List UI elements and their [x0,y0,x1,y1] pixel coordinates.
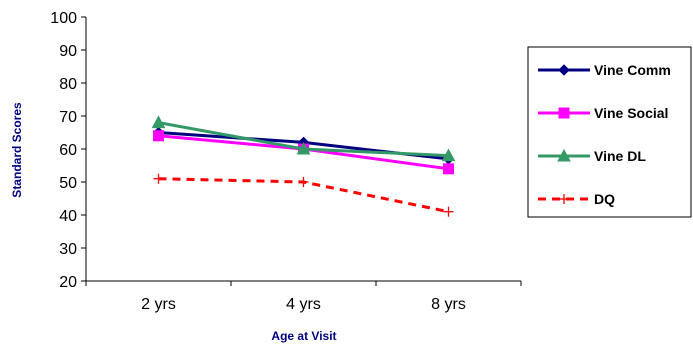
data-point [443,163,454,175]
legend: Vine Comm Vine Social Vine DL DQ [527,46,692,218]
y-tick-label: 90 [59,43,77,60]
series-vine-dl [151,115,456,162]
x-tick-label: 4 yrs [286,296,321,313]
data-point [441,148,456,162]
y-tick-label: 70 [59,109,77,126]
y-tick-label: 50 [59,175,77,192]
y-tick-label: 20 [59,274,77,291]
series-dq [153,173,454,217]
legend-marker [559,194,569,204]
data-point [296,141,311,155]
legend-label: Vine Social [594,105,668,121]
legend-marker [557,148,571,162]
axes: 20 30 40 50 60 70 80 90 100 2 yrs 4 yrs 8 yrs [50,10,522,313]
legend-item: Vine Social [538,105,668,121]
y-tick-label: 100 [50,10,77,27]
y-tick-label: 60 [59,142,77,159]
y-tick-label: 30 [59,241,77,258]
data-point [298,177,309,187]
x-tick-label: 8 yrs [431,296,466,313]
data-point [153,173,164,184]
data-point [443,206,454,217]
y-tick-label: 80 [59,76,77,93]
legend-marker [558,107,570,119]
legend-box [527,46,692,218]
legend-marker [558,64,570,76]
legend-label: Vine Comm [594,62,671,78]
data-point [151,115,166,129]
x-axis-label: Age at Visit [271,329,336,343]
y-axis-label: Standard Scores [10,102,24,198]
x-tick-label: 2 yrs [141,296,176,313]
legend-item: Vine DL [538,148,646,164]
legend-item: Vine Comm [538,62,671,78]
legend-label: Vine DL [594,148,646,164]
legend-label: DQ [594,191,615,207]
legend-item: DQ [538,191,615,207]
data-point [153,130,164,142]
y-tick-label: 40 [59,208,77,225]
series-layer [151,115,456,217]
